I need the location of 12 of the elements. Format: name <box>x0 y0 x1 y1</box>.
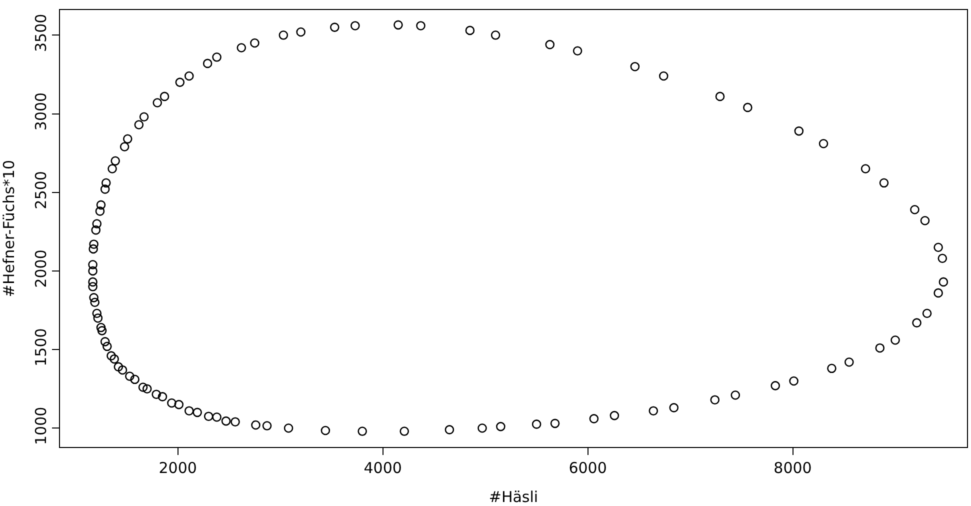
y-tick-label: 2500 <box>32 171 50 210</box>
y-tick-label: 3500 <box>32 14 50 52</box>
x-tick-label: 4000 <box>364 459 402 478</box>
x-tick-label: 6000 <box>568 459 607 478</box>
y-axis-title: #Hefner-Füchs*10 <box>0 160 18 298</box>
y-tick-label: 1500 <box>32 328 50 366</box>
x-tick-label: 8000 <box>774 459 812 478</box>
y-tick-label: 2000 <box>32 250 50 288</box>
x-tick-label: 2000 <box>158 459 197 478</box>
y-tick-label: 3000 <box>32 92 50 131</box>
y-tick-label: 1000 <box>32 406 50 445</box>
x-axis-title: #Häsli <box>488 488 538 506</box>
